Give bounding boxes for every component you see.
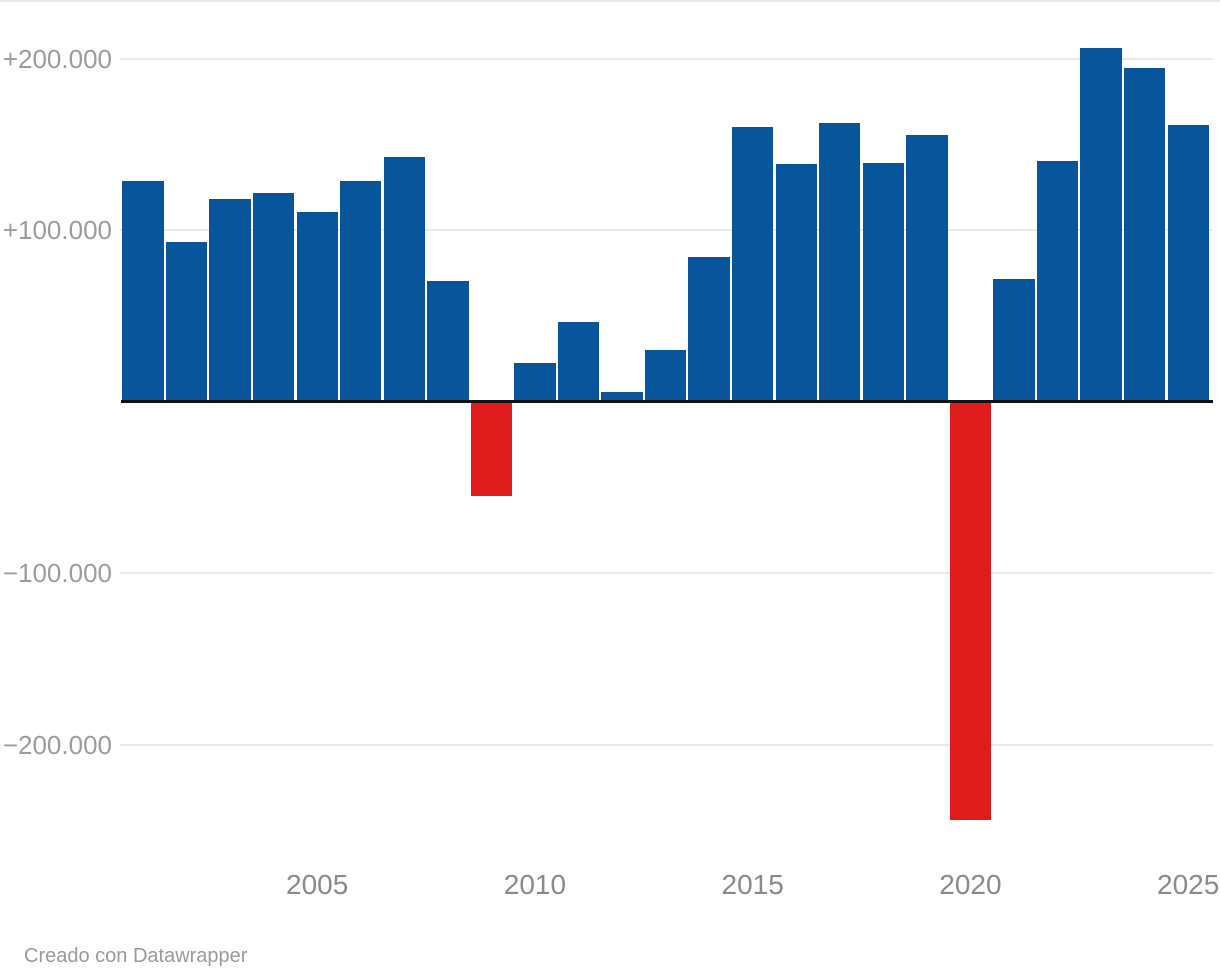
gridline--200000 bbox=[120, 743, 1213, 746]
gridline--100000 bbox=[120, 572, 1213, 574]
bar-2003[interactable] bbox=[209, 198, 251, 401]
bar-2007[interactable] bbox=[383, 157, 425, 401]
bar-2004[interactable] bbox=[252, 193, 295, 401]
zero-baseline bbox=[121, 400, 1213, 403]
y-tick-label--200000: −200.000 bbox=[2, 729, 112, 760]
bar-2001[interactable] bbox=[122, 181, 164, 401]
bar-2009[interactable] bbox=[470, 402, 513, 497]
bar-2011[interactable] bbox=[557, 322, 600, 401]
x-tick-label-2025: 2025 bbox=[1157, 869, 1220, 900]
bar-2016[interactable] bbox=[775, 164, 817, 401]
bar-2019[interactable] bbox=[906, 135, 948, 401]
bar-2012[interactable] bbox=[601, 392, 643, 401]
bar-2023[interactable] bbox=[1080, 47, 1122, 401]
x-tick-label-2020: 2020 bbox=[939, 869, 1002, 900]
bar-2002[interactable] bbox=[165, 241, 208, 401]
bar-2024[interactable] bbox=[1123, 68, 1166, 401]
bar-2025[interactable] bbox=[1167, 124, 1209, 401]
bar-2008[interactable] bbox=[427, 280, 469, 401]
y-tick-label-200000: +200.000 bbox=[2, 43, 112, 74]
x-tick-label-2010: 2010 bbox=[503, 869, 567, 900]
x-tick-label-2015: 2015 bbox=[721, 869, 784, 900]
bar-2021[interactable] bbox=[993, 279, 1035, 401]
x-tick-label-2005: 2005 bbox=[286, 869, 349, 900]
bar-2006[interactable] bbox=[340, 181, 382, 401]
datawrapper-credit-link[interactable]: Creado con Datawrapper bbox=[24, 945, 248, 967]
bar-2020[interactable] bbox=[949, 402, 992, 821]
bar-2005[interactable] bbox=[296, 212, 338, 401]
bar-2010[interactable] bbox=[514, 363, 556, 401]
y-tick-label-100000: +100.000 bbox=[2, 215, 112, 245]
y-tick-label--100000: −100.000 bbox=[2, 558, 112, 588]
gridline-100000 bbox=[120, 229, 1213, 231]
bar-2017[interactable] bbox=[819, 123, 861, 401]
bar-2018[interactable] bbox=[862, 162, 905, 401]
bar-2015[interactable] bbox=[732, 126, 774, 401]
gridline-200000 bbox=[120, 57, 1213, 60]
bar-2022[interactable] bbox=[1036, 160, 1079, 401]
bar-2013[interactable] bbox=[644, 349, 687, 401]
bar-2014[interactable] bbox=[688, 256, 730, 401]
top-border-line bbox=[0, 0, 1220, 2]
